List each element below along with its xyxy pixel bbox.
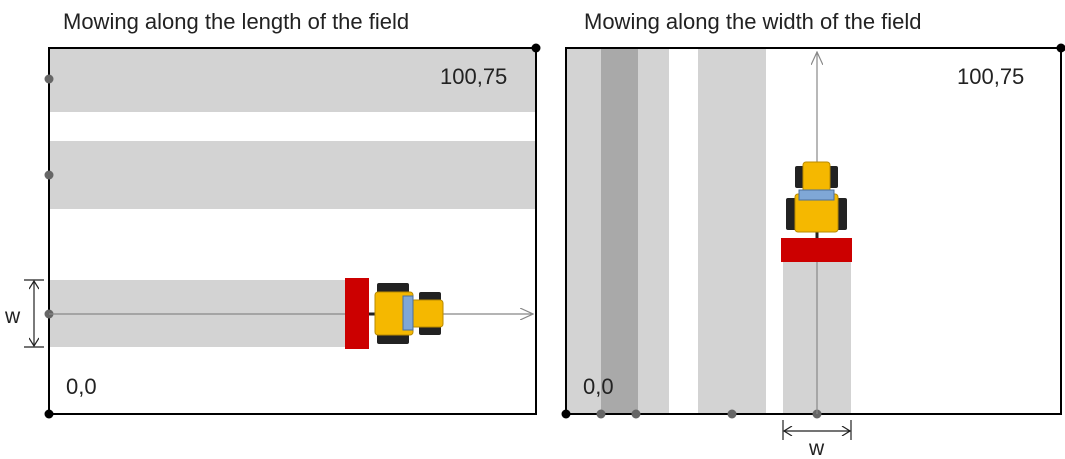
right-strip-marker-1 — [596, 409, 606, 419]
left-corner-top-right-label: 100,75 — [440, 64, 507, 89]
front-tire-top — [419, 292, 441, 301]
front-tire-left — [795, 166, 804, 188]
left-panel: Mowing along the length of the field w 1… — [4, 9, 541, 419]
front-tire-right — [829, 166, 838, 188]
right-strip-marker-3 — [727, 409, 737, 419]
right-strip-marker-2 — [631, 409, 641, 419]
tractor-cab — [798, 189, 835, 201]
front-tire-bottom — [419, 326, 441, 335]
tractor-cab — [402, 295, 414, 331]
mower-deck — [345, 278, 369, 349]
left-field-border — [48, 47, 537, 415]
right-corner-max-point — [1056, 43, 1065, 53]
tractor-with-mower-icon — [345, 278, 444, 349]
left-mowed-strip-1 — [49, 48, 536, 112]
mower-deck — [781, 238, 852, 262]
left-corner-origin-point — [44, 409, 54, 419]
left-panel-title: Mowing along the length of the field — [63, 9, 409, 34]
left-strip-marker-1 — [44, 74, 54, 84]
right-overlap-strip — [601, 48, 638, 414]
left-corner-max-point — [531, 43, 541, 53]
right-panel-title: Mowing along the width of the field — [584, 9, 922, 34]
right-corner-top-right-label: 100,75 — [957, 64, 1024, 89]
right-panel: Mowing along the width of the field w 10… — [561, 9, 1065, 459]
tractor-with-mower-icon — [781, 161, 852, 262]
left-mowed-strip-2 — [49, 141, 536, 209]
right-corner-origin-point — [561, 409, 571, 419]
left-corner-bottom-left-label: 0,0 — [66, 374, 97, 399]
left-strip-marker-2 — [44, 170, 54, 180]
left-width-label: w — [4, 305, 21, 328]
right-corner-bottom-left-label: 0,0 — [583, 374, 614, 399]
right-width-label: w — [808, 437, 825, 459]
right-mowed-strip-2 — [698, 48, 766, 414]
tractor-hood — [410, 299, 444, 328]
